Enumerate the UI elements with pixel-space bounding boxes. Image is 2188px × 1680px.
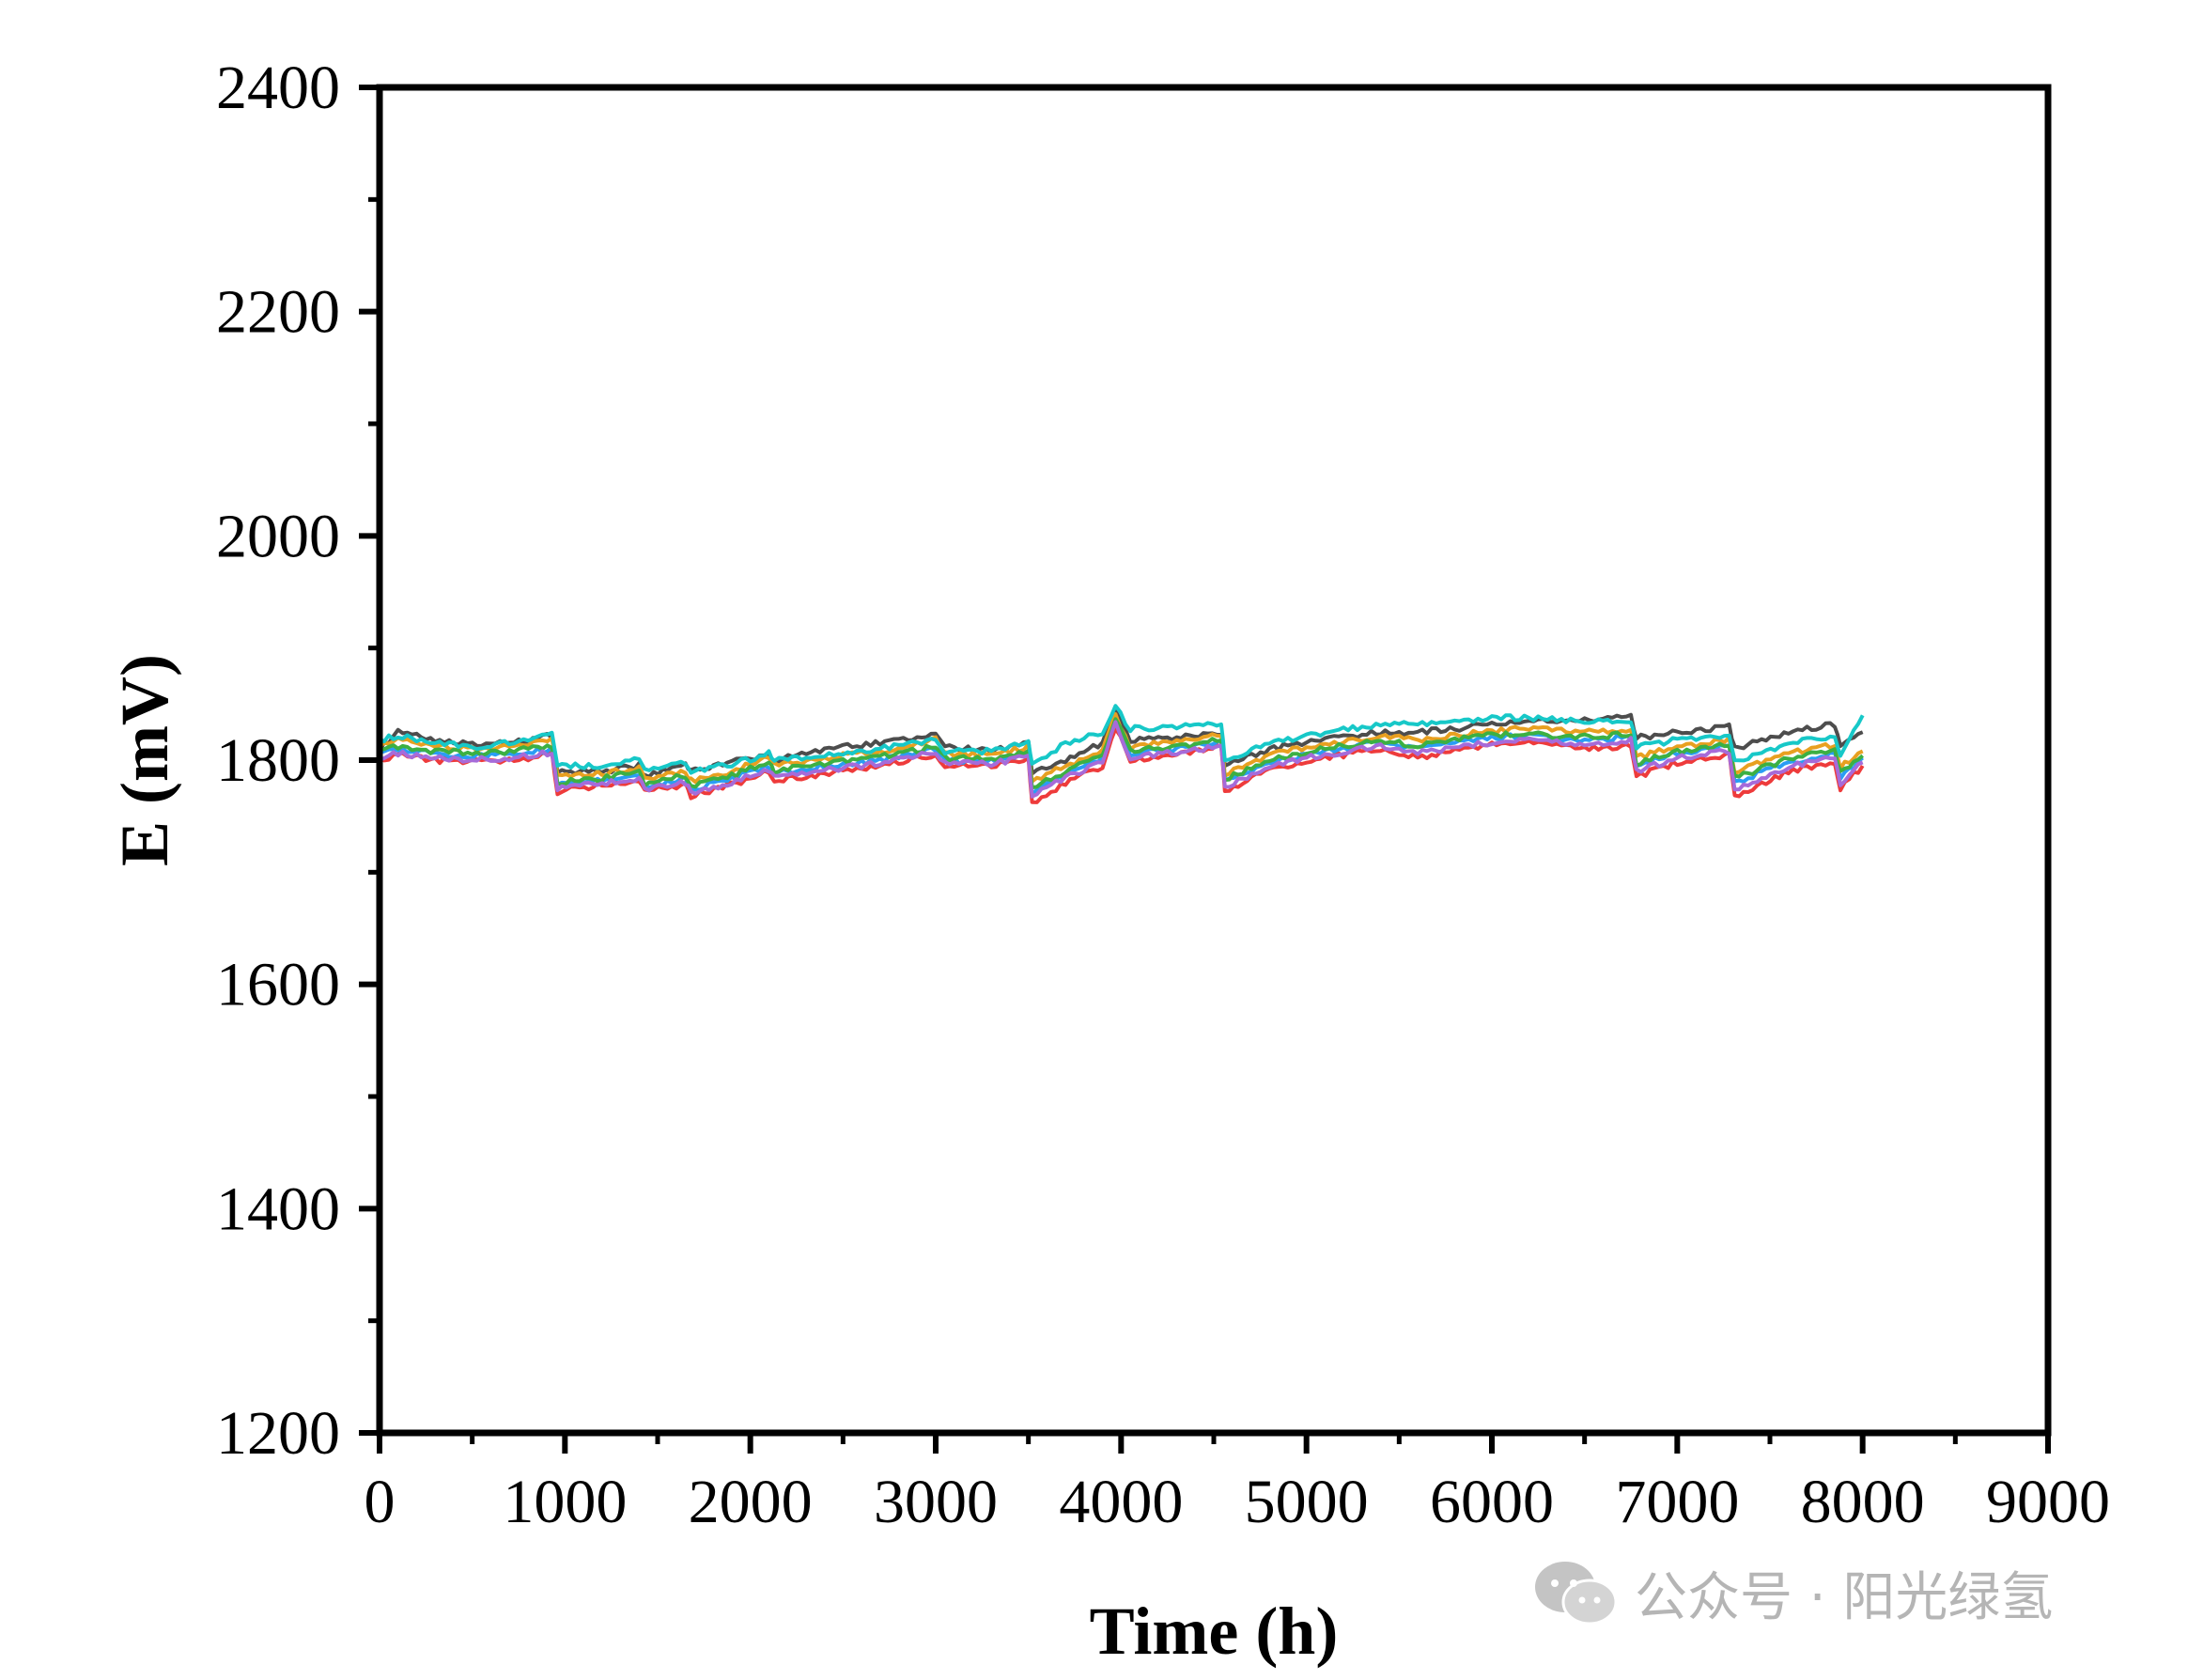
x-axis-title: Time (h) <box>1090 1594 1339 1669</box>
watermark-text: 公众号 · 阳光绿氢 <box>1635 1567 2054 1628</box>
x-tick-label: 3000 <box>874 1468 998 1536</box>
x-tick-label: 4000 <box>1059 1468 1183 1536</box>
series-line <box>378 708 1864 779</box>
x-tick-label: 1000 <box>503 1468 627 1536</box>
wechat-icon <box>1535 1561 1618 1625</box>
x-tick-label: 0 <box>365 1468 396 1536</box>
y-tick-label: 1800 <box>216 726 340 795</box>
series-layer <box>378 704 1865 804</box>
x-tick-label: 5000 <box>1245 1468 1369 1536</box>
watermark: 公众号 · 阳光绿氢 <box>1531 1555 2053 1631</box>
x-tick-label: 8000 <box>1801 1468 1925 1536</box>
y-axis-title: E (mV) <box>107 654 182 866</box>
y-tick-label: 1200 <box>216 1399 340 1468</box>
y-tick-label: 2200 <box>216 278 340 347</box>
x-tick-label: 7000 <box>1615 1468 1739 1536</box>
series-line <box>379 717 1865 790</box>
series-line <box>378 704 1865 775</box>
x-tick-label: 2000 <box>689 1468 813 1536</box>
y-tick-label: 1600 <box>216 951 340 1019</box>
axes-layer: 0 1000 2000 3000 4000 5000 6000 7000 8000 9000 120… <box>216 54 2110 1536</box>
x-tick-label: 9000 <box>1986 1468 2110 1536</box>
x-tick-label: 6000 <box>1430 1468 1554 1536</box>
y-tick-label: 2000 <box>216 502 340 570</box>
series-line <box>379 720 1864 799</box>
y-tick-label: 2400 <box>216 54 340 122</box>
y-tick-label: 1400 <box>216 1174 340 1243</box>
